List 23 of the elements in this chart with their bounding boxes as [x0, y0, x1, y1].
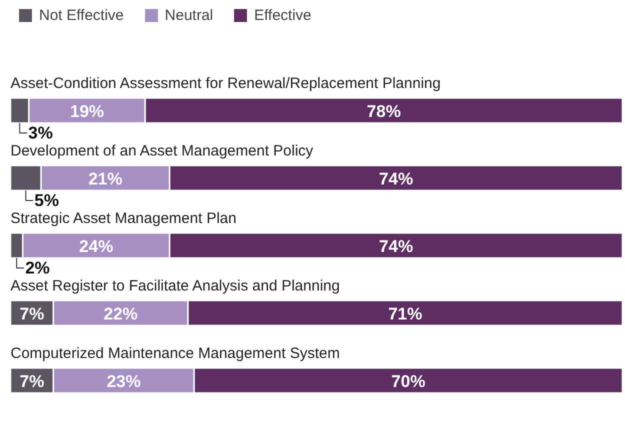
data-label: 7%: [20, 304, 44, 324]
y-tick-label: Asset Register to Facilitate Analysis and Planning: [10, 278, 340, 294]
y-tick-label: Strategic Asset Management Plan: [10, 210, 236, 227]
y-tick-label: Computerized Maintenance Management System: [10, 345, 340, 362]
data-label: 21%: [88, 170, 122, 188]
data-label: 71%: [388, 304, 422, 324]
data-label: 24%: [79, 237, 114, 256]
legend-label: Effective: [254, 6, 312, 24]
data-label: 19%: [70, 102, 104, 121]
data-label: 74%: [379, 170, 414, 188]
legend-label: Neutral: [164, 6, 214, 24]
data-label: 3%: [28, 124, 53, 142]
y-tick-label: Development of an Asset Management Policy: [10, 142, 314, 160]
data-label: 78%: [366, 102, 401, 121]
y-tick-label: Asset-Condition Assessment for Renewal/Replacement Planning: [10, 75, 441, 92]
data-label: 5%: [34, 191, 59, 210]
data-label: 23%: [106, 372, 141, 391]
data-label: 7%: [20, 372, 44, 391]
legend-label: Not Effective: [39, 6, 124, 24]
data-label: 74%: [379, 237, 414, 256]
data-label: 22%: [104, 304, 138, 324]
data-label: 2%: [25, 258, 50, 278]
data-label: 70%: [391, 372, 426, 391]
